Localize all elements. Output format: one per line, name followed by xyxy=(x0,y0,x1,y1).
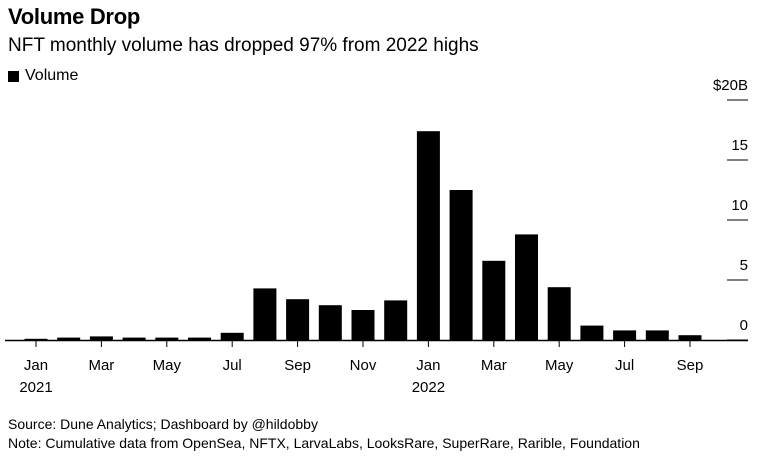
y-tick-label: 5 xyxy=(740,257,748,274)
bar xyxy=(482,260,506,340)
x-year-label: 2022 xyxy=(412,379,445,396)
bar xyxy=(57,337,81,340)
x-tick-label: May xyxy=(153,357,182,374)
bar xyxy=(678,335,702,340)
footnote: Note: Cumulative data from OpenSea, NFTX… xyxy=(8,435,640,451)
source-note: Source: Dune Analytics; Dashboard by @hi… xyxy=(8,416,318,432)
legend-swatch-volume xyxy=(8,70,19,82)
bar xyxy=(155,337,179,340)
x-tick-label: Jan xyxy=(416,357,440,374)
bar xyxy=(188,337,211,340)
bar xyxy=(645,330,669,340)
bar xyxy=(351,310,375,340)
chart-title: Volume Drop xyxy=(8,4,140,29)
bar xyxy=(580,325,604,340)
x-tick-label: Nov xyxy=(350,357,377,374)
y-tick-label: 0 xyxy=(740,317,748,334)
bar xyxy=(449,190,473,340)
bar xyxy=(220,332,244,340)
bar xyxy=(286,299,310,340)
y-tick-label: 10 xyxy=(731,197,748,214)
bar xyxy=(547,287,571,340)
bar-chart: 0 5 10 15 $20B Jan Mar May Jul Sep Nov Jan Mar May Jul… xyxy=(5,77,748,396)
bar xyxy=(613,330,637,340)
bar xyxy=(89,336,113,340)
bar xyxy=(24,338,48,340)
legend: Volume xyxy=(8,67,78,85)
chart-subtitle: NFT monthly volume has dropped 97% from … xyxy=(8,35,479,56)
y-tick-label: $20B xyxy=(713,77,748,94)
x-tick-label: Sep xyxy=(284,357,311,374)
x-tick-label: Mar xyxy=(88,357,114,374)
bar xyxy=(318,305,342,340)
bar xyxy=(416,131,440,340)
x-tick-label: Jul xyxy=(223,357,242,374)
bar xyxy=(384,300,408,340)
legend-label-volume: Volume xyxy=(25,67,79,84)
x-tick-label: Sep xyxy=(677,357,704,374)
x-tick-label: May xyxy=(545,357,574,374)
x-tick-label: Jan xyxy=(24,357,48,374)
bar xyxy=(253,288,277,340)
x-tick-label: Mar xyxy=(481,357,507,374)
x-year-label: 2021 xyxy=(19,379,52,396)
chart-notes: Source: Dune Analytics; Dashboard by @hi… xyxy=(8,415,640,453)
y-tick-label: 15 xyxy=(731,137,748,154)
x-tick-label: Jul xyxy=(615,357,634,374)
bar xyxy=(122,337,146,340)
bar xyxy=(515,234,538,340)
